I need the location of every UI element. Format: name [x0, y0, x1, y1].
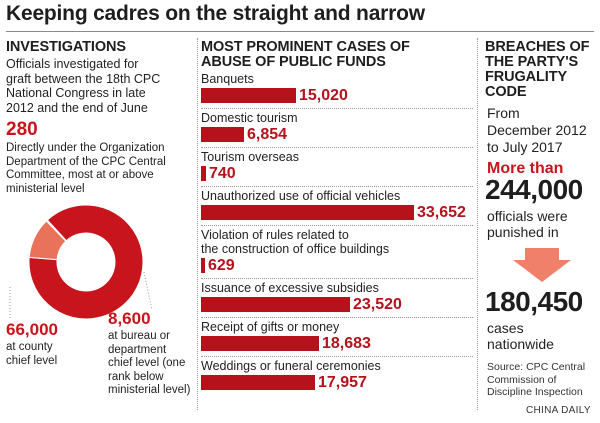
bar-value-label: 6,854 [247, 126, 288, 143]
bureau-desc-line: at bureau or [108, 330, 171, 342]
officials-desc-line: officials were [487, 208, 568, 224]
breaches-heading: BREACHES OF THE PARTY'S FRUGALITY CODE [485, 39, 590, 100]
row-divider [201, 108, 473, 109]
investigations-heading: INVESTIGATIONS [6, 39, 126, 55]
bar-category-label: Domestic tourism [201, 111, 298, 125]
central-desc-line: Department of the CPC Central [6, 155, 166, 168]
bar [201, 297, 350, 312]
bureau-value: 8,600 [108, 309, 151, 328]
bureau-desc-line: department [108, 343, 167, 356]
cases-heading: MOST PROMINENT CASES OF ABUSE OF PUBLIC … [201, 40, 410, 70]
central-desc: Directly under the Organization Departme… [6, 142, 196, 196]
county-desc-line: chief level [6, 354, 58, 367]
central-desc-line: Directly under the Organization [6, 142, 165, 154]
more-than-label: More than [487, 160, 564, 177]
bureau-desc-line: chief level (one [108, 357, 186, 370]
officials-desc-line: punished in [487, 224, 559, 240]
central-desc-line: ministerial level [6, 182, 85, 195]
bar [201, 375, 315, 390]
breaches-period: From December 2012 to July 2017 [487, 105, 587, 156]
down-arrow-icon [513, 248, 571, 282]
column-divider [197, 38, 198, 410]
breaches-heading-line: BREACHES OF [485, 39, 590, 55]
intro-line: National Congress in late [6, 86, 146, 101]
bar-category-label: the construction of office buildings [201, 242, 390, 256]
credit: CHINA DAILY [526, 405, 591, 416]
investigations-intro: Officials investigated for graft between… [6, 57, 191, 115]
row-divider [201, 147, 473, 148]
cases-desc: cases nationwide [487, 320, 554, 352]
bar-value-label: 18,683 [322, 335, 371, 352]
bar-category-label: Banquets [201, 72, 254, 86]
intro-line: graft between the 18th CPC [6, 71, 161, 86]
cases-desc-line: nationwide [487, 336, 554, 352]
row-divider [201, 317, 473, 318]
bar-category-label: Tourism overseas [201, 150, 299, 164]
row-divider [201, 278, 473, 279]
officials-value: 244,000 [485, 174, 583, 205]
bureau-desc: at bureau or department chief level (one… [108, 330, 196, 398]
bar-category-label: Receipt of gifts or money [201, 320, 340, 334]
bar [201, 127, 244, 142]
donut-slice-county [28, 204, 144, 320]
bar [201, 205, 414, 220]
column-divider [477, 38, 478, 410]
bar-value-label: 15,020 [299, 87, 348, 104]
bar-value-label: 17,957 [318, 374, 367, 391]
bar-value-label: 23,520 [353, 296, 402, 313]
source-line: Source: CPC Central [487, 361, 586, 373]
bar [201, 166, 206, 181]
county-value: 66,000 [6, 320, 58, 339]
central-desc-line: Committee, most at or above [6, 169, 154, 182]
cases-value: 180,450 [485, 286, 583, 317]
bureau-desc-line: rank below [108, 370, 164, 383]
breaches-heading-line: CODE [485, 84, 527, 100]
bar-value-label: 33,652 [417, 204, 466, 221]
cases-heading-line: ABUSE OF PUBLIC FUNDS [201, 54, 386, 70]
bar [201, 88, 296, 103]
county-desc: at county chief level [6, 341, 57, 368]
period-line: December 2012 [487, 122, 587, 138]
bar-value-label: 740 [209, 165, 236, 182]
bureau-leader-line [143, 271, 153, 311]
page-title: Keeping cadres on the straight and narro… [6, 2, 425, 25]
intro-line: 2012 and the end of June [6, 100, 148, 115]
bar-value-label: 629 [208, 257, 235, 274]
breaches-heading-line: THE PARTY'S [485, 54, 579, 70]
source-note: Source: CPC Central Commission of Discip… [487, 361, 585, 399]
row-divider [201, 356, 473, 357]
cases-heading-line: MOST PROMINENT CASES OF [201, 39, 410, 55]
title-rule [6, 31, 594, 32]
period-line: From [487, 105, 520, 121]
bureau-desc-line: ministerial level) [108, 384, 191, 397]
bar-category-label: Issuance of excessive subsidies [201, 281, 379, 295]
officials-desc: officials were punished in [487, 208, 568, 240]
investigations-donut-chart [9, 204, 153, 320]
county-desc-line: at county [6, 341, 53, 353]
central-value: 280 [6, 119, 38, 140]
period-line: to July 2017 [487, 139, 563, 155]
cases-desc-line: cases [487, 320, 524, 336]
intro-line: Officials investigated for [6, 57, 139, 71]
breaches-heading-line: FRUGALITY [485, 69, 568, 85]
bar-category-label: Unauthorized use of official vehicles [201, 189, 401, 203]
bar-category-label: Violation of rules related to [201, 228, 349, 242]
bar [201, 258, 205, 273]
row-divider [201, 186, 473, 187]
bar [201, 336, 319, 351]
source-line: Discipline Inspection [487, 386, 583, 398]
row-divider [201, 225, 473, 226]
bar-category-label: Weddings or funeral ceremonies [201, 359, 381, 373]
donut-slice-central [45, 219, 68, 242]
source-line: Commission of [487, 373, 557, 386]
